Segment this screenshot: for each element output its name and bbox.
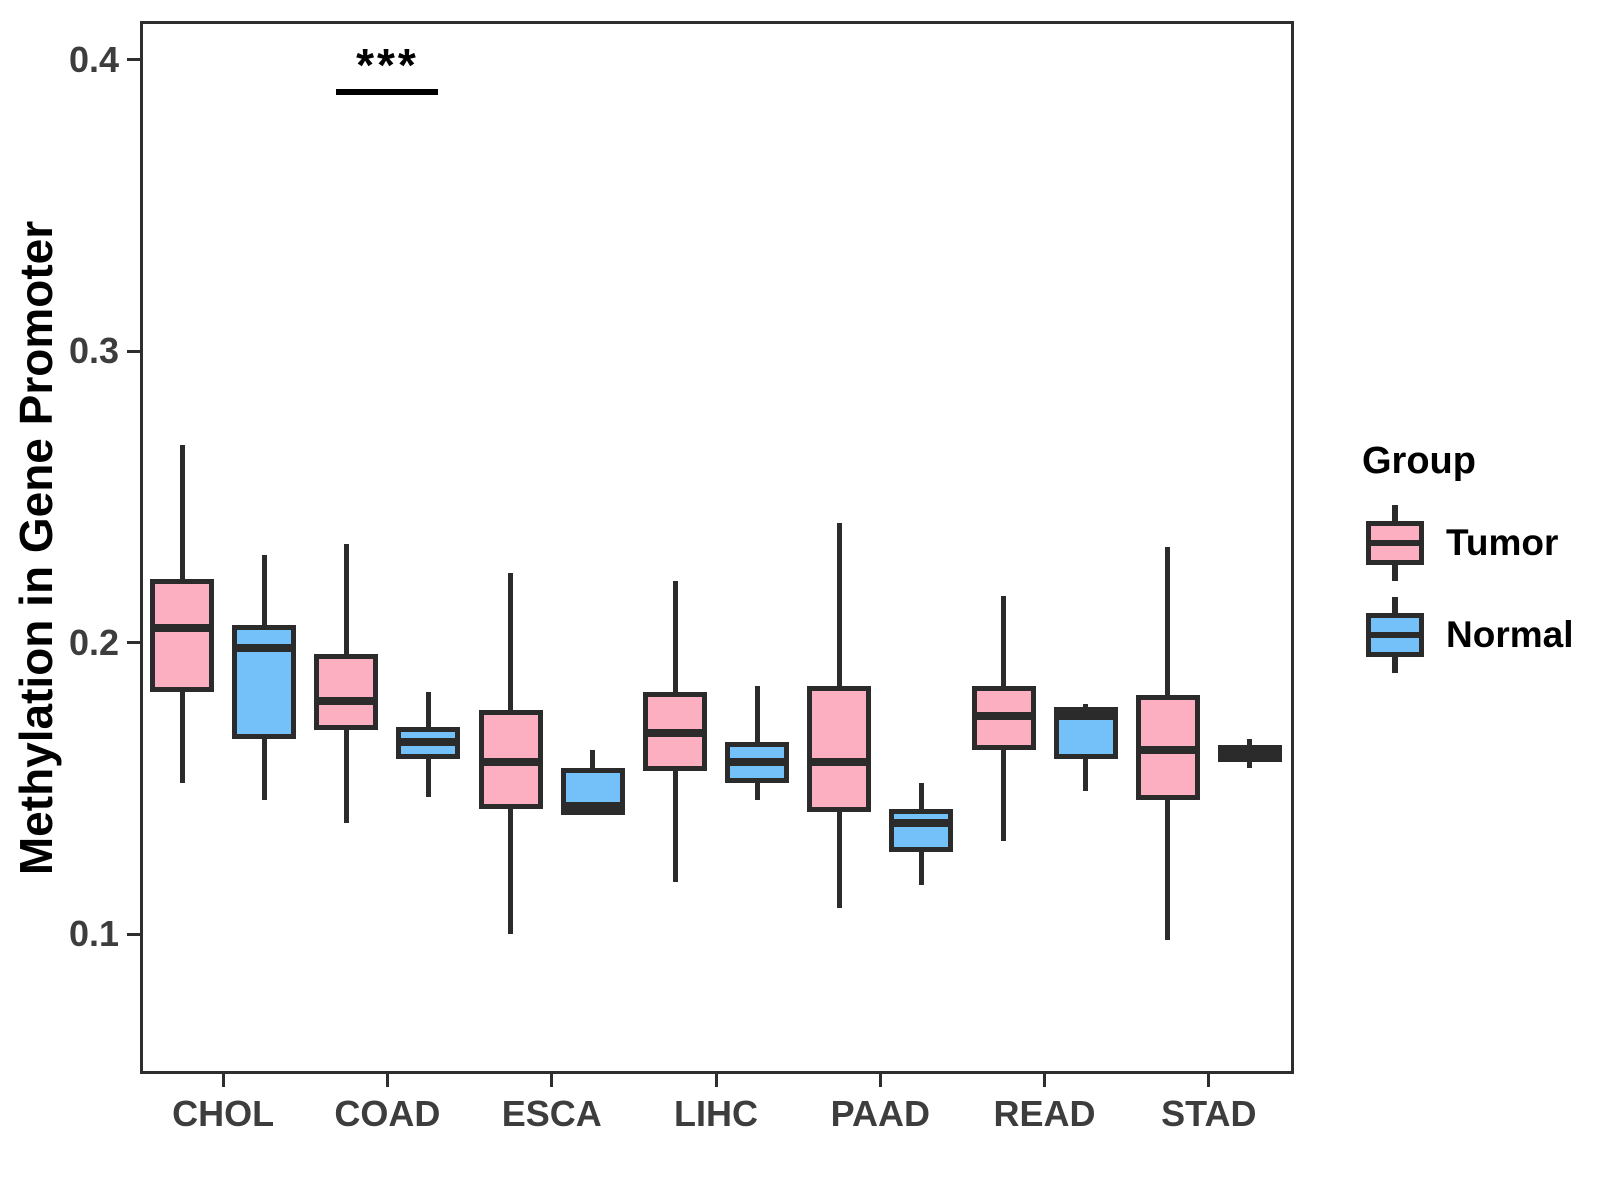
box-CHOL-Normal xyxy=(232,625,297,739)
median-ESCA-Normal xyxy=(560,801,625,810)
median-ESCA-Tumor xyxy=(478,758,543,767)
normal-boxplot-swatch xyxy=(1366,597,1424,673)
median-READ-Normal xyxy=(1053,711,1118,720)
x-tick-STAD xyxy=(1207,1073,1211,1087)
legend-title: Group xyxy=(1362,440,1476,482)
x-tick-PAAD xyxy=(878,1073,882,1087)
y-tick-0.2 xyxy=(127,641,141,645)
median-CHOL-Normal xyxy=(232,644,297,653)
x-tick-CHOL xyxy=(221,1073,225,1087)
y-tick-label-0.2: 0.2 xyxy=(68,621,119,663)
median-COAD-Normal xyxy=(396,737,461,746)
x-tick-label-STAD: STAD xyxy=(1161,1093,1257,1134)
legend-item-normal: Normal xyxy=(1366,597,1600,673)
y-tick-0.4 xyxy=(127,58,141,62)
y-tick-label-0.3: 0.3 xyxy=(68,330,119,372)
median-LIHC-Normal xyxy=(725,758,789,767)
x-tick-label-CHOL: CHOL xyxy=(172,1093,275,1134)
median-STAD-Normal xyxy=(1217,749,1282,758)
x-tick-COAD xyxy=(385,1073,389,1087)
median-CHOL-Tumor xyxy=(150,624,215,633)
box-PAAD-Normal xyxy=(889,808,954,853)
box-CHOL-Tumor xyxy=(150,578,215,693)
legend-label-tumor: Tumor xyxy=(1446,522,1559,563)
median-READ-Tumor xyxy=(971,711,1036,720)
median-PAAD-Normal xyxy=(889,819,954,828)
legend-item-tumor: Tumor xyxy=(1366,505,1600,581)
median-STAD-Tumor xyxy=(1135,746,1200,755)
y-tick-0.1 xyxy=(127,932,141,936)
swatch-median xyxy=(1366,540,1424,546)
box-PAAD-Tumor xyxy=(807,686,872,812)
median-COAD-Tumor xyxy=(314,696,379,705)
x-tick-label-READ: READ xyxy=(993,1093,1096,1134)
legend: Group Tumor Normal xyxy=(1338,440,1600,689)
x-tick-label-PAAD: PAAD xyxy=(830,1093,930,1134)
y-tick-label-0.4: 0.4 xyxy=(68,38,119,80)
significance-bar xyxy=(336,88,439,95)
x-tick-label-ESCA: ESCA xyxy=(501,1093,602,1134)
significance-label: *** xyxy=(356,38,419,91)
x-tick-ESCA xyxy=(550,1073,554,1087)
x-tick-label-COAD: COAD xyxy=(334,1093,441,1134)
y-tick-label-0.1: 0.1 xyxy=(68,913,119,955)
x-tick-label-LIHC: LIHC xyxy=(674,1093,758,1134)
box-COAD-Tumor xyxy=(314,654,379,731)
swatch-median xyxy=(1366,632,1424,638)
x-tick-READ xyxy=(1043,1073,1047,1087)
tumor-boxplot-swatch xyxy=(1366,505,1424,581)
y-tick-0.3 xyxy=(127,349,141,353)
median-PAAD-Tumor xyxy=(807,758,872,767)
plot-panel xyxy=(140,21,1294,1074)
median-LIHC-Tumor xyxy=(643,728,707,737)
legend-label-normal: Normal xyxy=(1446,614,1574,655)
x-tick-LIHC xyxy=(714,1073,718,1087)
